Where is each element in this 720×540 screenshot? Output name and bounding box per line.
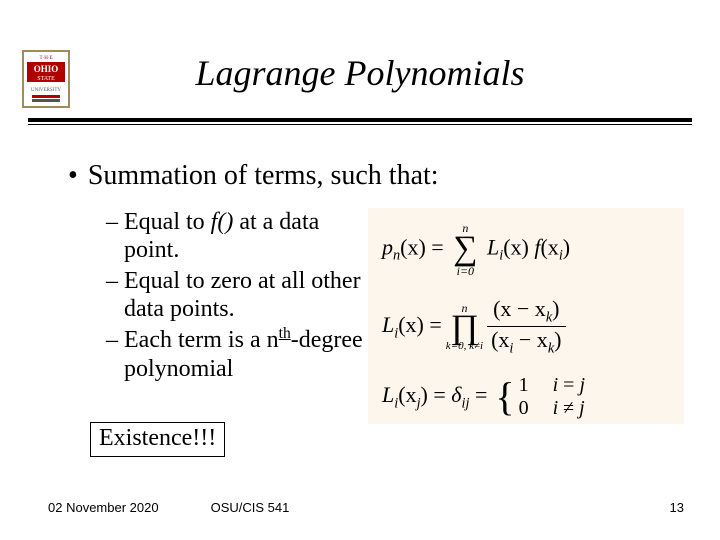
main-bullet: • Summation of terms, such that: [68, 160, 439, 192]
equation-2: Li(x) = n ∏ k=0, k≠i (x − xk) (xi − xk) [382, 296, 566, 358]
main-bullet-text: Summation of terms, such that: [88, 160, 439, 191]
left-brace-icon: { [495, 379, 514, 415]
sub-bullet-list: –Equal to f() at a data point. –Equal to… [106, 208, 366, 385]
sub-bullet-3: –Each term is a nth-degree polynomial [106, 325, 366, 383]
slide-title: Lagrange Polynomials [0, 52, 720, 94]
bullet-dot-icon: • [68, 160, 78, 191]
sub-bullet-1: –Equal to f() at a data point. [106, 208, 366, 265]
existence-box: Existence!!! [90, 422, 225, 457]
product-icon: n ∏ k=0, k≠i [446, 302, 483, 352]
equations-panel: pn(x) = n ∑ i=0 Li(x) f(xi) Li(x) = n ∏ … [368, 208, 684, 424]
sigma-icon: n ∑ i=0 [453, 222, 477, 277]
title-underline [28, 118, 692, 124]
sub-bullet-2: –Equal to zero at all other data points. [106, 267, 366, 324]
equation-3: Li(xj) = δij = { 1i = j 0i ≠ j [382, 374, 585, 420]
footer-course: OSU/CIS 541 [0, 500, 500, 515]
footer-page-number: 13 [670, 500, 684, 515]
equation-1: pn(x) = n ∑ i=0 Li(x) f(xi) [382, 222, 570, 277]
